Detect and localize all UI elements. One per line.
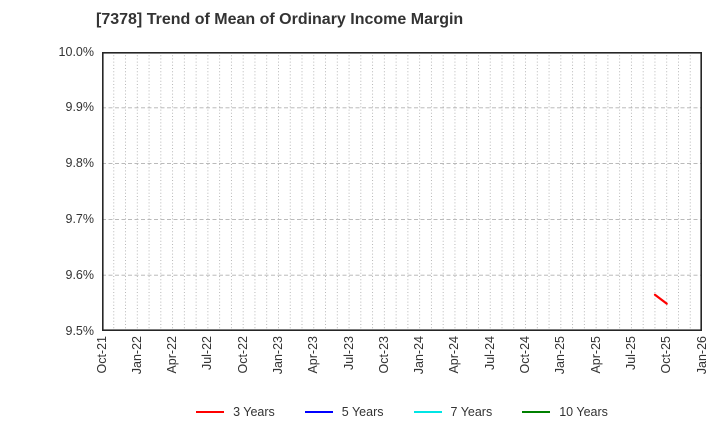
x-tick-label: Apr-25 <box>588 336 603 374</box>
x-tick-label: Oct-23 <box>376 336 391 374</box>
x-tick-label: Oct-24 <box>518 336 533 374</box>
y-tick-label: 9.9% <box>65 100 95 115</box>
x-tick-label: Oct-25 <box>659 336 674 374</box>
plot-canvas <box>102 52 703 331</box>
y-tick-label: 9.7% <box>65 211 95 226</box>
chart-legend: 3 Years 5 Years 7 Years 10 Years <box>102 405 702 419</box>
x-tick-label: Oct-21 <box>94 336 109 374</box>
x-tick-label: Jan-22 <box>129 336 144 375</box>
x-tick-label: Jan-26 <box>694 336 709 375</box>
x-tick-label: Apr-24 <box>447 336 462 374</box>
legend-item-10-years: 10 Years <box>522 405 608 419</box>
legend-item-5-years: 5 Years <box>304 405 384 419</box>
x-tick-label: Jan-23 <box>270 336 285 375</box>
series-line-3-years <box>653 293 668 305</box>
legend-label-5-years: 5 Years <box>341 405 384 419</box>
legend-line-swatch-5-years <box>304 410 333 414</box>
legend-line-swatch-3-years <box>196 410 225 414</box>
y-tick-label: 10.0% <box>58 44 94 59</box>
legend-label-3-years: 3 Years <box>233 405 275 419</box>
legend-item-7-years: 7 Years <box>413 405 493 419</box>
x-tick-label: Jul-25 <box>623 336 638 371</box>
plot-frame <box>102 52 703 331</box>
x-tick-label: Jul-23 <box>341 336 356 371</box>
legend-label-7-years: 7 Years <box>450 405 493 419</box>
x-tick-label: Oct-22 <box>235 336 250 374</box>
x-tick-label: Jan-24 <box>412 336 427 375</box>
y-tick-label: 9.8% <box>65 156 95 171</box>
y-tick-label: 9.6% <box>65 267 95 282</box>
x-tick-label: Jan-25 <box>553 336 568 375</box>
legend-label-10-years: 10 Years <box>559 405 608 419</box>
x-tick-label: Jul-22 <box>200 336 215 371</box>
x-tick-label: Jul-24 <box>482 336 497 371</box>
chart-title: [7378] Trend of Mean of Ordinary Income … <box>96 11 464 28</box>
x-tick-label: Apr-23 <box>306 336 321 374</box>
y-tick-label: 9.5% <box>65 323 95 338</box>
x-tick-label: Apr-22 <box>165 336 180 374</box>
legend-line-swatch-7-years <box>413 410 442 414</box>
plot-area <box>102 52 703 331</box>
legend-item-3-years: 3 Years <box>196 405 275 419</box>
legend-line-swatch-10-years <box>522 410 551 414</box>
